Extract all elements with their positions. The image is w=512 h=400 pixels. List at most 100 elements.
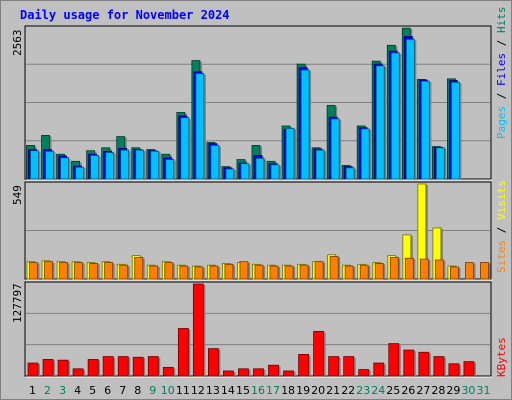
day-tick-label: 15 [236, 384, 250, 397]
day-tick-label: 28 [431, 384, 445, 397]
legend-separator: / [495, 220, 508, 240]
kbytes-bar [42, 359, 54, 377]
day-tick-label: 13 [206, 384, 220, 397]
pages-bar [390, 52, 400, 180]
pages-bar [135, 149, 145, 180]
sites-bar [314, 261, 324, 280]
sites-bar [344, 265, 354, 280]
sites-bar [239, 261, 249, 280]
kbytes-bar [238, 368, 249, 377]
sites-bar [269, 265, 279, 280]
legend-bottom: KBytes [495, 337, 508, 377]
kbytes-bar [162, 366, 174, 377]
sites-bar [44, 261, 53, 280]
sites-bar [374, 263, 384, 280]
kbytes-bar [433, 356, 445, 377]
day-tick-label: 8 [134, 384, 141, 397]
day-tick-label: 31 [476, 384, 490, 397]
day-tick-label: 6 [104, 384, 111, 397]
sites-bar [419, 258, 429, 280]
kbytes-bar [313, 330, 325, 377]
kbytes-bar [177, 328, 189, 377]
day-tick-label: 10 [161, 384, 175, 397]
day-tick-label: 20 [311, 384, 325, 397]
day-tick-label: 1 [29, 384, 36, 397]
kbytes-bar [328, 356, 340, 377]
sites-bar [434, 259, 444, 280]
kbytes-bar [388, 343, 400, 377]
day-tick-label: 29 [446, 384, 460, 397]
day-tick-label: 22 [341, 384, 355, 397]
legend-kbytes: KBytes [495, 337, 508, 377]
sites-bar [119, 264, 129, 280]
day-tick-label: 3 [59, 384, 66, 397]
legend-separator: / [495, 33, 508, 53]
kbytes-max-label: 127797 [11, 283, 24, 323]
pages-bar [255, 157, 265, 180]
kbytes-bar [192, 283, 204, 377]
sites-bar [89, 263, 99, 280]
pages-bar [420, 80, 430, 180]
day-tick-label: 12 [191, 384, 205, 397]
day-tick-label: 9 [149, 384, 156, 397]
pages-bar [180, 117, 190, 180]
sites-bar [134, 256, 144, 280]
pages-bar [30, 150, 39, 180]
kbytes-bar [403, 349, 415, 377]
day-tick-label: 7 [119, 384, 126, 397]
pages-bar [150, 150, 160, 180]
day-tick-label: 24 [371, 384, 385, 397]
kbytes-bar [147, 356, 159, 377]
legend-top: Pages / Files / Hits [495, 7, 508, 140]
kbytes-bar [253, 368, 264, 377]
pages-bar [435, 147, 445, 180]
pages-bar [300, 69, 310, 180]
sites-bar [480, 262, 489, 280]
pages-bar [90, 155, 100, 180]
visits-max-label: 549 [11, 185, 24, 205]
day-tick-label: 16 [251, 384, 265, 397]
kbytes-bar [87, 359, 99, 377]
pages-bar [330, 118, 340, 180]
sites-bar [209, 265, 219, 280]
day-tick-label: 23 [356, 384, 370, 397]
day-tick-label: 25 [386, 384, 400, 397]
kbytes-bar [27, 362, 39, 377]
pages-bar [360, 128, 370, 180]
day-tick-label: 19 [296, 384, 310, 397]
kbytes-bar [102, 356, 114, 377]
sites-bar [299, 264, 309, 280]
day-tick-label: 5 [89, 384, 96, 397]
sites-bar [29, 262, 38, 280]
kbytes-bar [418, 351, 430, 377]
pages-bar [285, 127, 295, 180]
sites-bar [329, 256, 339, 280]
sites-bar [254, 264, 264, 280]
legend-hits: Hits [495, 6, 508, 34]
day-tick-label: 17 [266, 384, 280, 397]
day-tick-label: 27 [416, 384, 430, 397]
kbytes-bar [207, 348, 219, 377]
sites-bar [404, 257, 414, 280]
day-tick-label: 30 [461, 384, 475, 397]
day-tick-label: 26 [401, 384, 415, 397]
pages-bar [375, 65, 385, 180]
legend-middle: Sites / Visits [495, 180, 508, 273]
day-tick-label: 21 [326, 384, 340, 397]
day-tick-label: 18 [281, 384, 295, 397]
sites-bar [450, 266, 459, 280]
kbytes-bar [72, 368, 84, 377]
pages-bar [451, 81, 460, 180]
sites-bar [465, 262, 474, 280]
pages-bar [195, 73, 205, 180]
sites-bar [389, 256, 399, 280]
day-tick-label: 2 [44, 384, 51, 397]
pages-bar [45, 150, 54, 180]
day-tick-label: 14 [221, 384, 235, 397]
kbytes-bar [343, 356, 355, 377]
sites-bar [284, 265, 294, 280]
sites-bar [224, 263, 234, 280]
legend-sites: Sites [495, 239, 508, 273]
sites-bar [59, 262, 68, 280]
